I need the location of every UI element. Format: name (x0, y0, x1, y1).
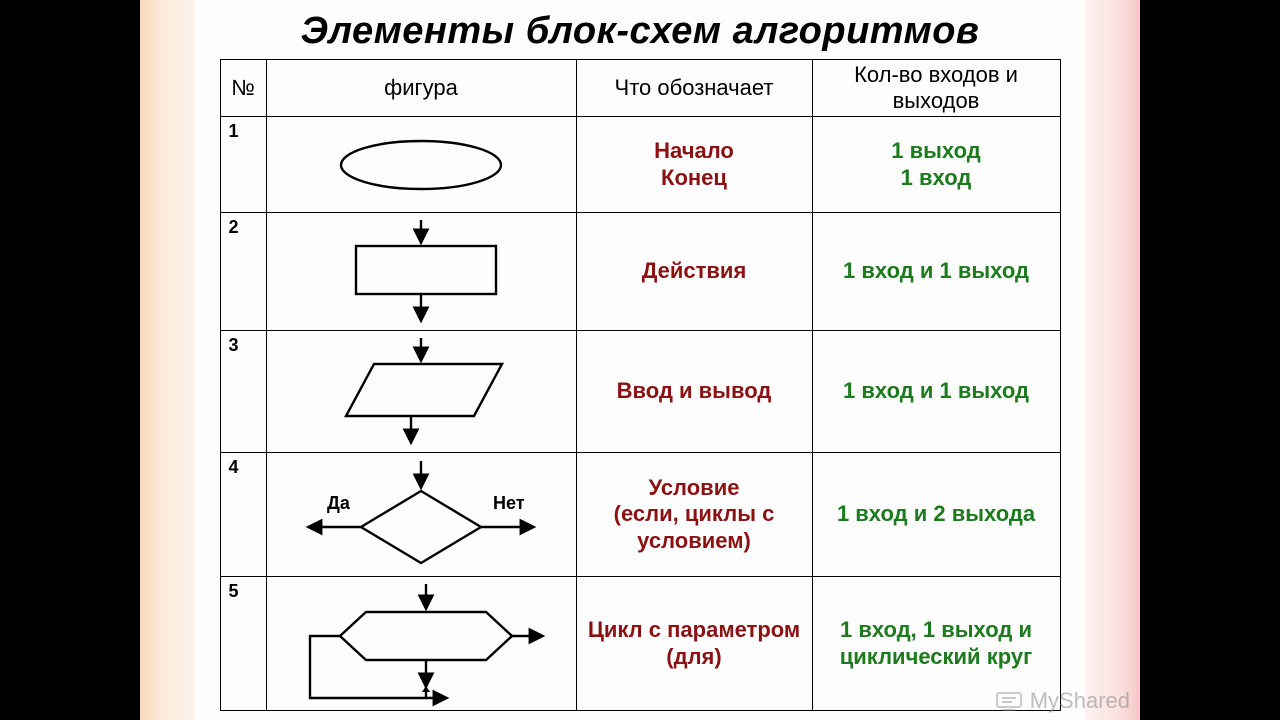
row-number: 3 (220, 331, 266, 453)
rectangle-icon (316, 216, 526, 328)
figure-io (266, 331, 576, 453)
watermark-icon (996, 690, 1022, 712)
cell-io: 1 вход и 1 выход (812, 331, 1060, 453)
ellipse-icon (316, 133, 526, 197)
content-card: Элементы блок-схем алгоритмов № фигура Ч… (195, 0, 1085, 720)
row-number: 2 (220, 213, 266, 331)
figure-decision: Да Нет (266, 453, 576, 577)
hexagon-loop-icon (286, 580, 556, 708)
table-row: 3 Ввод и вывод 1 вход и 1 выход (220, 331, 1060, 453)
cell-meaning: Условие (если, циклы с условием) (576, 453, 812, 577)
watermark: MyShared (996, 688, 1130, 714)
cell-io: 1 выход 1 вход (812, 117, 1060, 213)
row-number: 1 (220, 117, 266, 213)
cell-io: 1 вход и 1 выход (812, 213, 1060, 331)
table-header-row: № фигура Что обозначает Кол-во входов и … (220, 60, 1060, 117)
figure-process (266, 213, 576, 331)
parallelogram-icon (316, 334, 526, 450)
gradient-left (140, 0, 195, 720)
elements-table: № фигура Что обозначает Кол-во входов и … (220, 59, 1061, 711)
diamond-icon: Да Нет (291, 457, 551, 573)
table-row: 2 Действия 1 вход и 1 выход (220, 213, 1060, 331)
label-yes: Да (327, 493, 351, 513)
col-num: № (220, 60, 266, 117)
table-row: 4 Да Нет Условие (если, циклы с условие (220, 453, 1060, 577)
label-no: Нет (493, 493, 525, 513)
stage: Элементы блок-схем алгоритмов № фигура Ч… (0, 0, 1280, 720)
cell-meaning: Цикл с параметром (для) (576, 577, 812, 711)
page-title: Элементы блок-схем алгоритмов (209, 10, 1071, 53)
watermark-text: MyShared (1030, 688, 1130, 714)
cell-meaning: Ввод и вывод (576, 331, 812, 453)
row-number: 4 (220, 453, 266, 577)
col-figure: фигура (266, 60, 576, 117)
cell-meaning: Начало Конец (576, 117, 812, 213)
col-io: Кол-во входов и выходов (812, 60, 1060, 117)
table-row: 1 Начало Конец 1 выход 1 вход (220, 117, 1060, 213)
row-number: 5 (220, 577, 266, 711)
figure-terminal (266, 117, 576, 213)
table-row: 5 Цикл с параметром (д (220, 577, 1060, 711)
figure-loop (266, 577, 576, 711)
gradient-right (1085, 0, 1140, 720)
col-meaning: Что обозначает (576, 60, 812, 117)
cell-meaning: Действия (576, 213, 812, 331)
cell-io: 1 вход и 2 выхода (812, 453, 1060, 577)
